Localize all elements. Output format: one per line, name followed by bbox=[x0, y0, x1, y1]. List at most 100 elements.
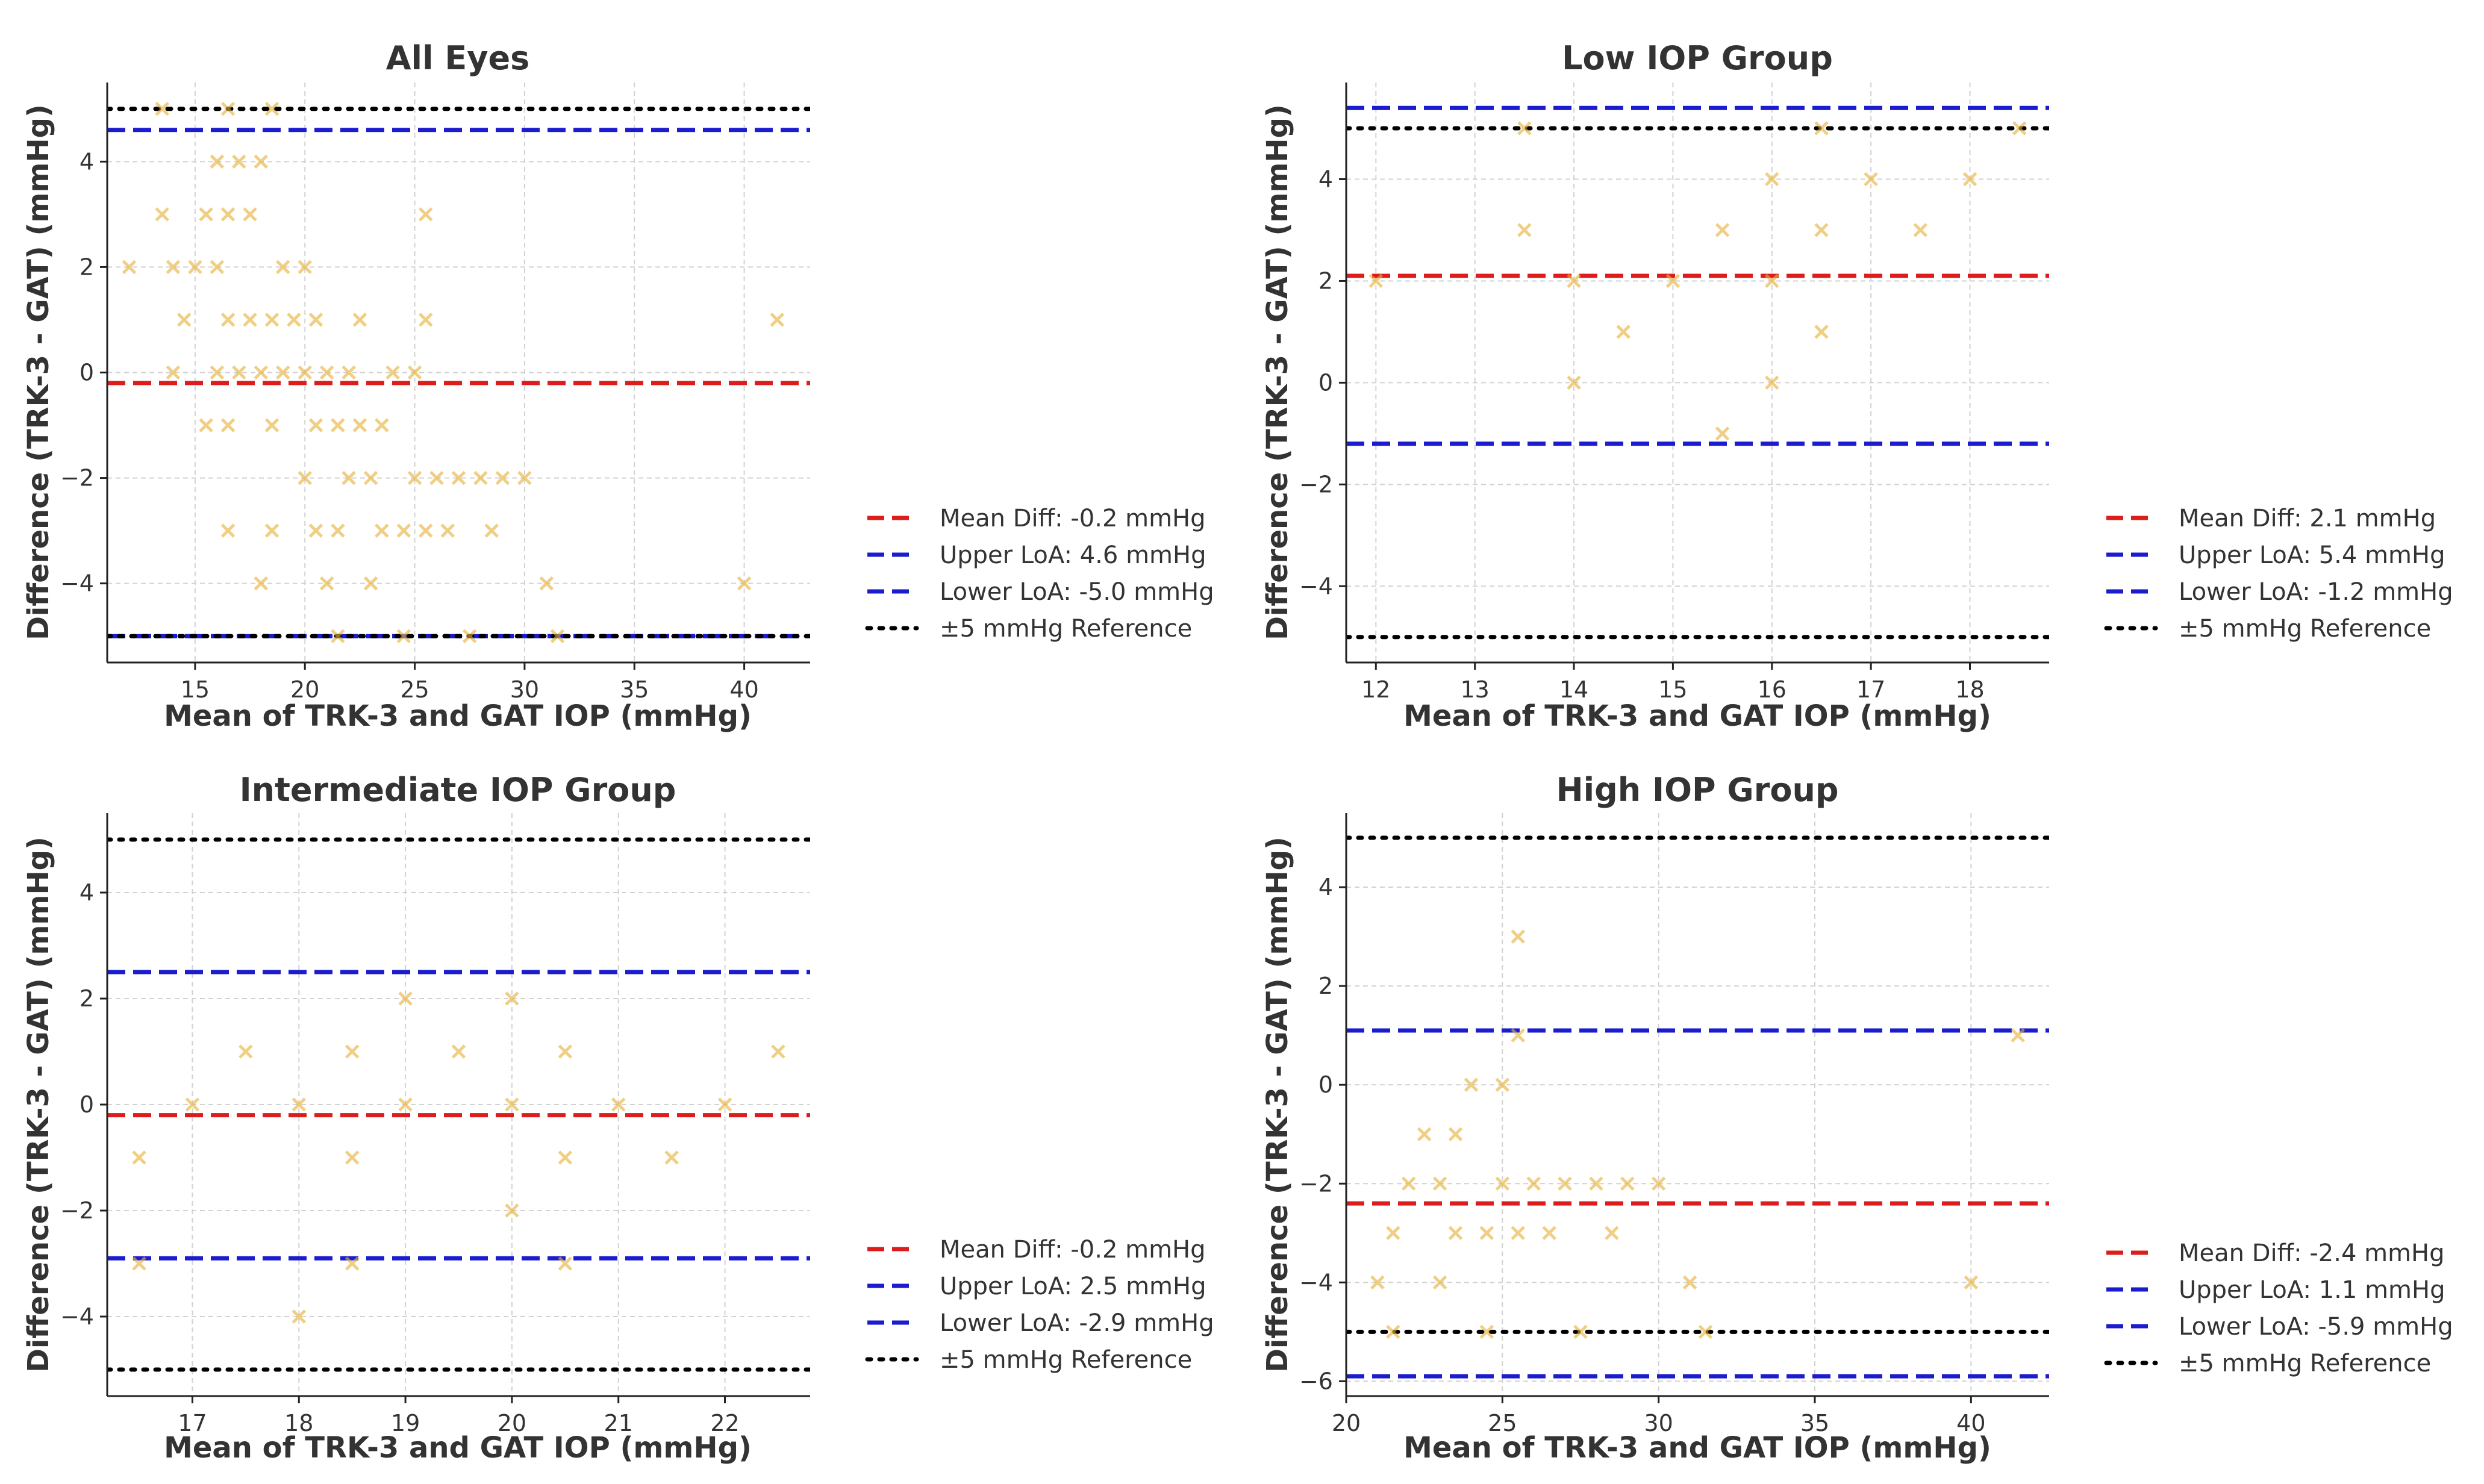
data-point bbox=[1448, 1127, 1463, 1141]
x-tick-label: 13 bbox=[1460, 676, 1489, 703]
y-axis-label: Difference (TRK-3 - GAT) (mmHg) bbox=[1261, 104, 1294, 640]
data-point bbox=[1479, 1324, 1494, 1339]
data-point bbox=[199, 418, 213, 432]
data-point bbox=[1962, 172, 1977, 187]
data-point bbox=[331, 523, 345, 538]
data-point bbox=[166, 365, 181, 380]
data-point bbox=[239, 1044, 253, 1059]
chart-title: Intermediate IOP Group bbox=[240, 771, 676, 809]
data-point bbox=[254, 154, 269, 169]
data-point bbox=[210, 154, 225, 169]
data-point bbox=[345, 1044, 360, 1059]
legend: Mean Diff: -0.2 mmHg Upper LoA: 2.5 mmHg L… bbox=[865, 1236, 1214, 1374]
y-tick-label: −4 bbox=[60, 1303, 94, 1330]
data-point bbox=[264, 418, 279, 432]
legend-label: ±5 mmHg Reference bbox=[940, 615, 1192, 643]
data-point bbox=[2012, 121, 2027, 136]
data-points bbox=[132, 991, 785, 1324]
legend-label: Upper LoA: 1.1 mmHg bbox=[2179, 1276, 2445, 1304]
data-point bbox=[1573, 1324, 1588, 1339]
data-point bbox=[505, 991, 519, 1006]
data-point bbox=[1665, 273, 1680, 288]
y-tick-label: 2 bbox=[80, 985, 94, 1012]
y-tick-label: −2 bbox=[60, 465, 94, 491]
data-point bbox=[375, 418, 389, 432]
data-point bbox=[505, 1203, 519, 1218]
data-point bbox=[2011, 1028, 2025, 1043]
x-tick-label: 20 bbox=[1332, 1410, 1361, 1436]
chart-panel-3: 17 18 19 20 21 22 −4 −2 0 2 4 Intermediate IOP Grou… bbox=[22, 771, 1214, 1465]
data-point bbox=[210, 365, 225, 380]
y-tick-label: 2 bbox=[1318, 973, 1333, 999]
grid bbox=[107, 83, 810, 662]
y-tick-label: 0 bbox=[80, 1091, 94, 1118]
chart-panel-2: 12 13 14 15 16 17 18 −4 −2 0 2 4 Low IOP Group Mean o… bbox=[1261, 39, 2453, 733]
data-point bbox=[264, 313, 279, 327]
data-point bbox=[505, 1097, 519, 1112]
x-tick-label: 35 bbox=[1800, 1410, 1829, 1436]
data-point bbox=[232, 365, 246, 380]
data-point bbox=[166, 260, 181, 275]
y-axis-label: Difference (TRK-3 - GAT) (mmHg) bbox=[22, 837, 55, 1373]
reference-lines bbox=[107, 837, 810, 1372]
data-point bbox=[664, 1150, 679, 1165]
grid bbox=[1346, 83, 2049, 662]
data-point bbox=[298, 260, 312, 275]
data-point bbox=[331, 629, 345, 643]
data-point bbox=[1682, 1275, 1697, 1290]
legend-label: Lower LoA: -2.9 mmHg bbox=[940, 1309, 1214, 1337]
data-point bbox=[220, 418, 236, 432]
data-point bbox=[1715, 426, 1730, 441]
x-tick-label: 14 bbox=[1559, 676, 1588, 703]
data-point bbox=[558, 1044, 573, 1059]
data-point bbox=[1542, 1226, 1556, 1241]
x-tick-label: 20 bbox=[498, 1410, 526, 1436]
y-tick-label: 4 bbox=[1318, 874, 1333, 900]
data-point bbox=[264, 523, 279, 538]
data-point bbox=[220, 313, 236, 327]
data-point bbox=[1567, 375, 1581, 390]
data-point bbox=[220, 523, 236, 538]
y-tick-label: −2 bbox=[1299, 471, 1333, 497]
data-point bbox=[352, 418, 367, 432]
legend-label: Lower LoA: -5.9 mmHg bbox=[2179, 1313, 2453, 1341]
y-axis-label: Difference (TRK-3 - GAT) (mmHg) bbox=[1261, 837, 1294, 1373]
data-point bbox=[419, 207, 433, 222]
y-tick-label: −2 bbox=[1299, 1170, 1333, 1197]
data-point bbox=[319, 576, 334, 591]
data-point bbox=[407, 365, 422, 380]
chart-panel-4: 20 25 30 35 40 −6 −4 −2 0 2 4 High IOP Group Mean of… bbox=[1261, 771, 2453, 1465]
legend-label: Upper LoA: 2.5 mmHg bbox=[940, 1273, 1206, 1300]
chart-title: Low IOP Group bbox=[1562, 39, 1833, 77]
data-point bbox=[1913, 223, 1928, 237]
x-axis-label: Mean of TRK-3 and GAT IOP (mmHg) bbox=[164, 699, 752, 733]
y-tick-label: 4 bbox=[80, 148, 94, 175]
data-point bbox=[398, 1097, 413, 1112]
x-tick-label: 15 bbox=[181, 676, 210, 703]
legend-label: ±5 mmHg Reference bbox=[2179, 615, 2431, 643]
data-point bbox=[1432, 1176, 1447, 1191]
data-points bbox=[1368, 121, 2027, 441]
legend: Mean Diff: 2.1 mmHg Upper LoA: 5.4 mmHg Lo… bbox=[2104, 505, 2453, 643]
x-tick-label: 30 bbox=[510, 676, 539, 703]
legend-label: Upper LoA: 5.4 mmHg bbox=[2179, 541, 2445, 569]
x-tick-label: 18 bbox=[284, 1410, 313, 1436]
legend: Mean Diff: -0.2 mmHg Upper LoA: 4.6 mmHg L… bbox=[865, 505, 1214, 643]
x-axis-label: Mean of TRK-3 and GAT IOP (mmHg) bbox=[164, 1431, 752, 1465]
data-point bbox=[1765, 273, 1779, 288]
data-point bbox=[1620, 1176, 1635, 1191]
data-point bbox=[1589, 1176, 1603, 1191]
x-tick-label: 20 bbox=[290, 676, 319, 703]
data-point bbox=[1448, 1226, 1463, 1241]
data-point bbox=[1651, 1176, 1666, 1191]
data-point bbox=[495, 470, 510, 485]
y-tick-label: −6 bbox=[1299, 1368, 1333, 1394]
data-point bbox=[1814, 121, 1829, 136]
data-point bbox=[1558, 1176, 1572, 1191]
y-tick-label: −4 bbox=[60, 570, 94, 597]
x-tick-label: 21 bbox=[604, 1410, 633, 1436]
data-point bbox=[1765, 172, 1779, 187]
y-tick-label: 0 bbox=[80, 360, 94, 386]
data-point bbox=[558, 1150, 573, 1165]
